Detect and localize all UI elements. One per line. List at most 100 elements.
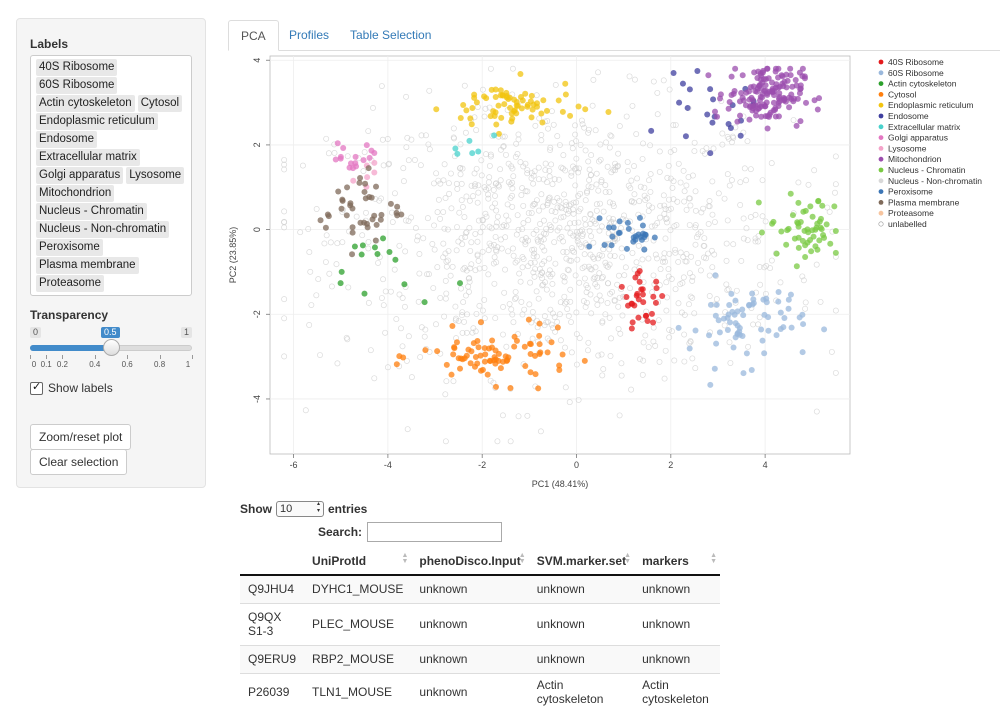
data-point bbox=[322, 224, 329, 231]
data-point bbox=[593, 207, 600, 214]
data-point bbox=[537, 233, 544, 240]
table-row[interactable]: P26039 TLN1_MOUSE unknown Actin cytoskel… bbox=[240, 672, 721, 711]
table-row[interactable]: Q9JHU4 DYHC1_MOUSE unknown unknown unkno… bbox=[240, 574, 721, 603]
clear-selection-button[interactable]: Clear selection bbox=[30, 449, 128, 475]
table-cell: DYHC1_MOUSE bbox=[304, 574, 412, 603]
show-label: Show bbox=[240, 502, 272, 516]
labels-multiselect[interactable]: 40S Ribosome 60S Ribosome Actin cytoskelet… bbox=[30, 55, 192, 296]
data-point bbox=[487, 377, 494, 384]
label-chip[interactable]: Mitochondrion bbox=[36, 185, 115, 202]
data-point bbox=[445, 180, 452, 187]
label-chip[interactable]: Actin cytoskeleton bbox=[36, 95, 135, 112]
data-point bbox=[799, 73, 806, 80]
data-point bbox=[510, 252, 517, 259]
data-point bbox=[573, 138, 579, 145]
zoom-reset-button[interactable]: Zoom/reset plot bbox=[30, 424, 132, 450]
data-point bbox=[378, 83, 385, 89]
data-point bbox=[323, 135, 330, 142]
data-point bbox=[485, 271, 492, 278]
data-point bbox=[611, 298, 618, 305]
legend-marker bbox=[878, 221, 884, 227]
data-point bbox=[317, 217, 324, 224]
data-point bbox=[510, 245, 516, 252]
data-point bbox=[519, 236, 526, 243]
data-point bbox=[631, 266, 638, 273]
label-chip[interactable]: Proteasome bbox=[36, 275, 105, 292]
data-point bbox=[512, 296, 518, 302]
data-point bbox=[422, 347, 429, 354]
data-point bbox=[665, 162, 672, 169]
data-point bbox=[570, 210, 577, 217]
data-point bbox=[579, 121, 586, 128]
label-chip[interactable]: 40S Ribosome bbox=[36, 59, 118, 76]
slider-handle[interactable] bbox=[102, 339, 120, 356]
data-point bbox=[515, 131, 522, 138]
data-point bbox=[748, 366, 755, 373]
data-point bbox=[332, 156, 339, 163]
transparency-slider[interactable]: 0 0.5 1 0 0.1 0.2 0.4 0.6 0.8 1 bbox=[30, 327, 193, 377]
data-point bbox=[817, 215, 824, 222]
data-point bbox=[520, 220, 527, 227]
label-chip[interactable]: Golgi apparatus bbox=[36, 167, 124, 184]
column-header-rownames[interactable] bbox=[240, 548, 305, 576]
data-point bbox=[832, 307, 839, 314]
entries-select[interactable]: 10 bbox=[276, 501, 324, 517]
data-point bbox=[827, 240, 834, 247]
data-point bbox=[323, 232, 330, 239]
tab-profiles[interactable]: Profiles bbox=[289, 28, 330, 42]
label-chip[interactable]: Endosome bbox=[36, 131, 97, 148]
data-point bbox=[663, 215, 670, 222]
column-header-svm-marker-set[interactable]: SVM.marker.set ▲ ▼ bbox=[528, 548, 635, 576]
data-point bbox=[610, 203, 617, 210]
label-chip[interactable]: 60S Ribosome bbox=[36, 77, 118, 94]
legend-label: Extracellular matrix bbox=[888, 122, 961, 132]
column-header-uniprotid[interactable]: UniProtId ▲ ▼ bbox=[304, 548, 412, 576]
table-row[interactable]: Q9QXS1-3 PLEC_MOUSE unknown unknown unkn… bbox=[240, 602, 721, 645]
data-point bbox=[371, 169, 378, 176]
data-point bbox=[456, 280, 463, 287]
tab-pca[interactable]: PCA bbox=[228, 20, 279, 51]
data-point bbox=[585, 158, 592, 165]
data-point bbox=[629, 250, 636, 256]
data-point bbox=[513, 110, 520, 117]
data-point bbox=[371, 375, 378, 382]
data-point bbox=[421, 333, 428, 340]
table-row[interactable]: Q9ERU9 RBP2_MOUSE unknown unknown unknow… bbox=[240, 644, 721, 673]
label-chip[interactable]: Cytosol bbox=[137, 95, 183, 112]
data-point bbox=[458, 235, 465, 242]
data-point bbox=[586, 177, 593, 184]
data-point bbox=[591, 274, 598, 281]
data-point bbox=[474, 238, 481, 245]
data-point bbox=[749, 301, 756, 308]
data-point bbox=[281, 296, 288, 303]
checkbox-icon[interactable] bbox=[30, 380, 43, 395]
data-point bbox=[333, 261, 340, 268]
data-point bbox=[562, 384, 569, 391]
data-point bbox=[370, 105, 376, 111]
search-input[interactable] bbox=[367, 522, 503, 542]
data-point bbox=[447, 272, 454, 279]
data-point bbox=[558, 214, 564, 221]
pca-chart[interactable]: -6 -4 -2 0 2 4 4 2 0 -2 -4 PC1 (48.41%) PC2 (23.85… bbox=[226, 52, 996, 494]
data-point bbox=[521, 343, 528, 350]
show-labels-checkbox[interactable]: Show labels bbox=[30, 380, 113, 395]
label-chip[interactable]: Endoplasmic reticulum bbox=[36, 113, 158, 130]
label-chip[interactable]: Plasma membrane bbox=[36, 257, 139, 274]
data-point bbox=[481, 358, 488, 365]
data-point bbox=[671, 357, 678, 364]
column-header-markers[interactable]: markers ▲ ▼ bbox=[634, 548, 721, 576]
label-chip[interactable]: Peroxisome bbox=[36, 239, 103, 256]
data-point bbox=[535, 164, 542, 171]
column-header-phenodisco-input[interactable]: phenoDisco.Input ▲ ▼ bbox=[411, 548, 529, 576]
data-point bbox=[640, 299, 647, 306]
data-point bbox=[487, 153, 494, 160]
data-point bbox=[486, 162, 493, 169]
label-chip[interactable]: Lysosome bbox=[126, 167, 185, 184]
data-point bbox=[708, 247, 715, 254]
tab-table-selection[interactable]: Table Selection bbox=[350, 28, 432, 42]
label-chip[interactable]: Extracellular matrix bbox=[36, 149, 140, 166]
label-chip[interactable]: Nucleus - Chromatin bbox=[36, 203, 147, 220]
label-chip[interactable]: Nucleus - Non-chromatin bbox=[36, 221, 170, 238]
data-point bbox=[378, 195, 385, 202]
data-point bbox=[832, 189, 838, 196]
